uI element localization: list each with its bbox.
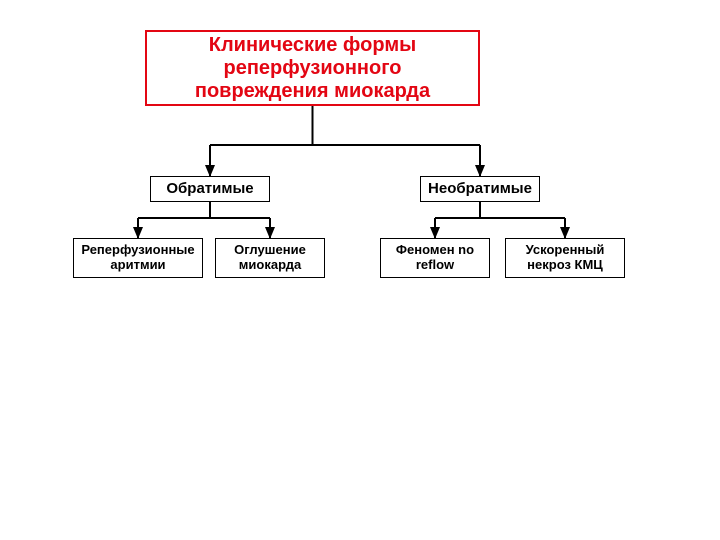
root-node-title-text: Клинические формы реперфузионного повреж… (157, 34, 468, 103)
diagram-canvas: Клинические формы реперфузионного повреж… (0, 0, 720, 540)
node-noreflow: Феномен no reflow (380, 238, 490, 278)
node-necrosis-text: Ускоренный некроз КМЦ (506, 243, 624, 273)
node-arrhythmias-text: Реперфузионные аритмии (74, 243, 202, 273)
node-stunning-text: Оглушение миокарда (216, 243, 324, 273)
node-irreversible-text: Необратимые (428, 180, 532, 197)
node-reversible: Обратимые (150, 176, 270, 202)
node-irreversible: Необратимые (420, 176, 540, 202)
node-reversible-text: Обратимые (166, 180, 253, 197)
node-stunning: Оглушение миокарда (215, 238, 325, 278)
root-node-title: Клинические формы реперфузионного повреж… (145, 30, 480, 106)
node-arrhythmias: Реперфузионные аритмии (73, 238, 203, 278)
node-necrosis: Ускоренный некроз КМЦ (505, 238, 625, 278)
node-noreflow-text: Феномен no reflow (381, 243, 489, 273)
